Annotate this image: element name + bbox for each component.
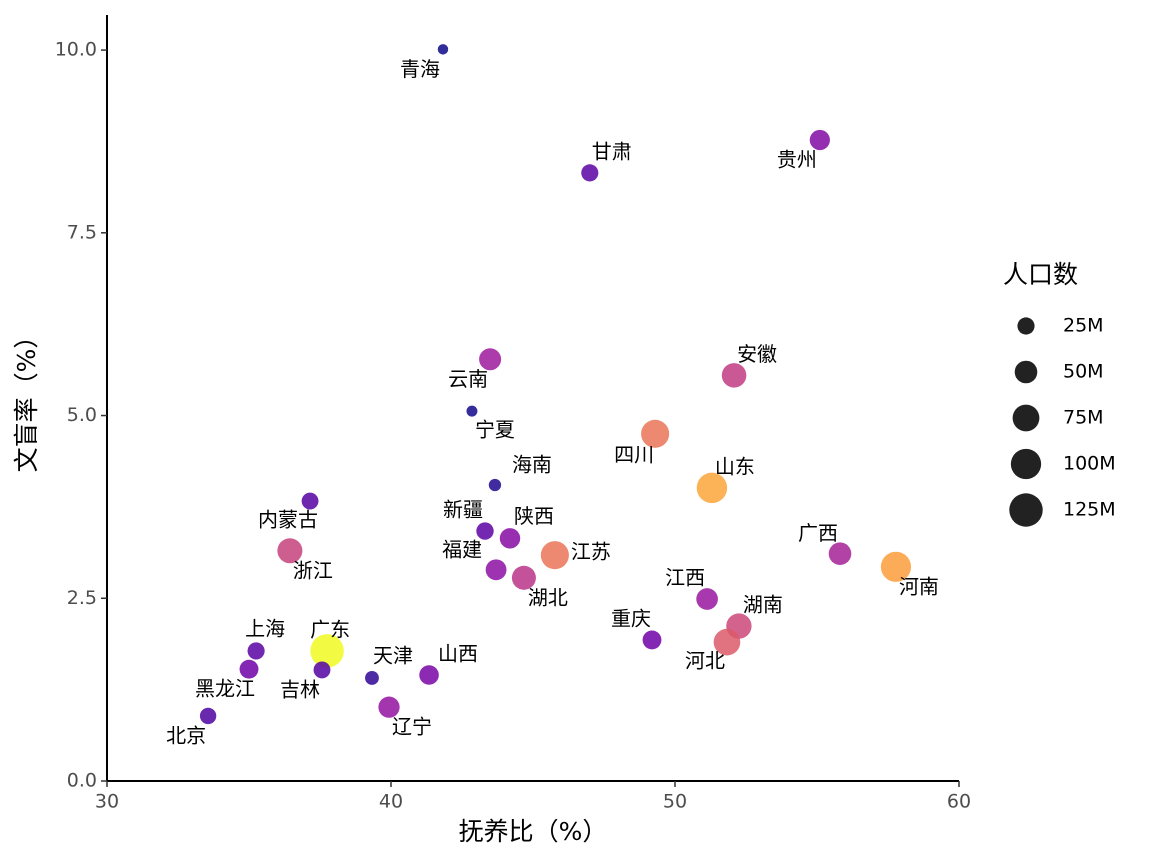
point-label: 海南 [512, 452, 552, 476]
point [239, 659, 259, 679]
point-label: 四川 [614, 442, 654, 466]
point-label: 甘肃 [592, 139, 632, 163]
y-tick-label: 0.0 [67, 770, 97, 792]
point-label: 重庆 [611, 606, 651, 630]
legend-title: 人口数 [1003, 260, 1078, 289]
point-label: 山西 [438, 642, 478, 666]
point-label: 福建 [442, 537, 482, 561]
point-label: 云南 [448, 367, 488, 391]
point [880, 551, 912, 582]
x-tick-label: 40 [379, 791, 403, 813]
legend-label: 25M [1063, 315, 1104, 337]
legend-label: 50M [1063, 361, 1104, 383]
x-axis-title: 抚养比（%） [459, 817, 608, 846]
point-label: 湖南 [743, 593, 783, 617]
point [476, 522, 494, 540]
point-label: 新疆 [443, 498, 483, 522]
legend-key [1010, 448, 1042, 480]
point-label: 江西 [665, 566, 705, 590]
point [365, 671, 379, 685]
point-label: 辽宁 [392, 715, 432, 739]
point [479, 348, 502, 371]
legend-label: 125M [1063, 499, 1116, 521]
point-label: 黑龙江 [195, 677, 255, 701]
point [641, 419, 670, 448]
y-tick-label: 5.0 [67, 404, 97, 426]
point-label: 上海 [245, 616, 285, 640]
point-label: 天津 [373, 643, 413, 667]
point [419, 665, 439, 685]
point [642, 630, 662, 650]
point [721, 363, 747, 388]
point-label: 河北 [685, 649, 725, 673]
point [540, 541, 569, 570]
point-label: 广东 [310, 617, 350, 641]
point [437, 44, 449, 55]
point-label: 河南 [899, 574, 939, 598]
point [499, 528, 521, 549]
point [809, 129, 830, 151]
y-tick-label: 10.0 [55, 39, 97, 61]
point [310, 634, 344, 668]
x-tick-label: 60 [947, 791, 971, 813]
point [301, 492, 319, 510]
point [378, 696, 400, 718]
point-label: 陕西 [514, 504, 554, 528]
legend-key [1017, 317, 1035, 335]
legend-label: 100M [1063, 453, 1116, 475]
point [581, 164, 599, 182]
point [511, 565, 536, 590]
point-label: 吉林 [280, 677, 320, 701]
point [828, 542, 852, 565]
legend-key [1014, 360, 1038, 384]
point-label: 贵州 [777, 147, 817, 171]
point [713, 628, 741, 656]
point-label: 安徽 [737, 342, 777, 366]
point-label: 江苏 [571, 540, 611, 564]
point [199, 707, 217, 725]
point [313, 661, 331, 679]
point [485, 559, 507, 581]
point-label: 广西 [798, 521, 838, 545]
point-label: 青海 [400, 57, 440, 81]
point [466, 405, 478, 417]
point-label: 宁夏 [475, 418, 515, 442]
point-label: 北京 [166, 723, 206, 747]
point [247, 642, 265, 660]
point [696, 588, 718, 610]
legend-key [1012, 404, 1040, 432]
point-label: 山东 [715, 454, 755, 478]
legend-label: 75M [1063, 407, 1104, 429]
x-tick-label: 50 [663, 791, 687, 813]
x-tick-label: 30 [95, 791, 119, 813]
y-tick-label: 2.5 [67, 587, 97, 609]
point-label: 湖北 [528, 585, 568, 609]
y-tick-label: 7.5 [67, 221, 97, 243]
point [277, 538, 303, 564]
point-label: 内蒙古 [258, 508, 318, 532]
point [488, 478, 502, 492]
legend-key [1009, 493, 1043, 527]
y-axis-title: 文盲率（%） [12, 324, 41, 473]
point [696, 472, 728, 504]
point-label: 浙江 [293, 558, 333, 582]
